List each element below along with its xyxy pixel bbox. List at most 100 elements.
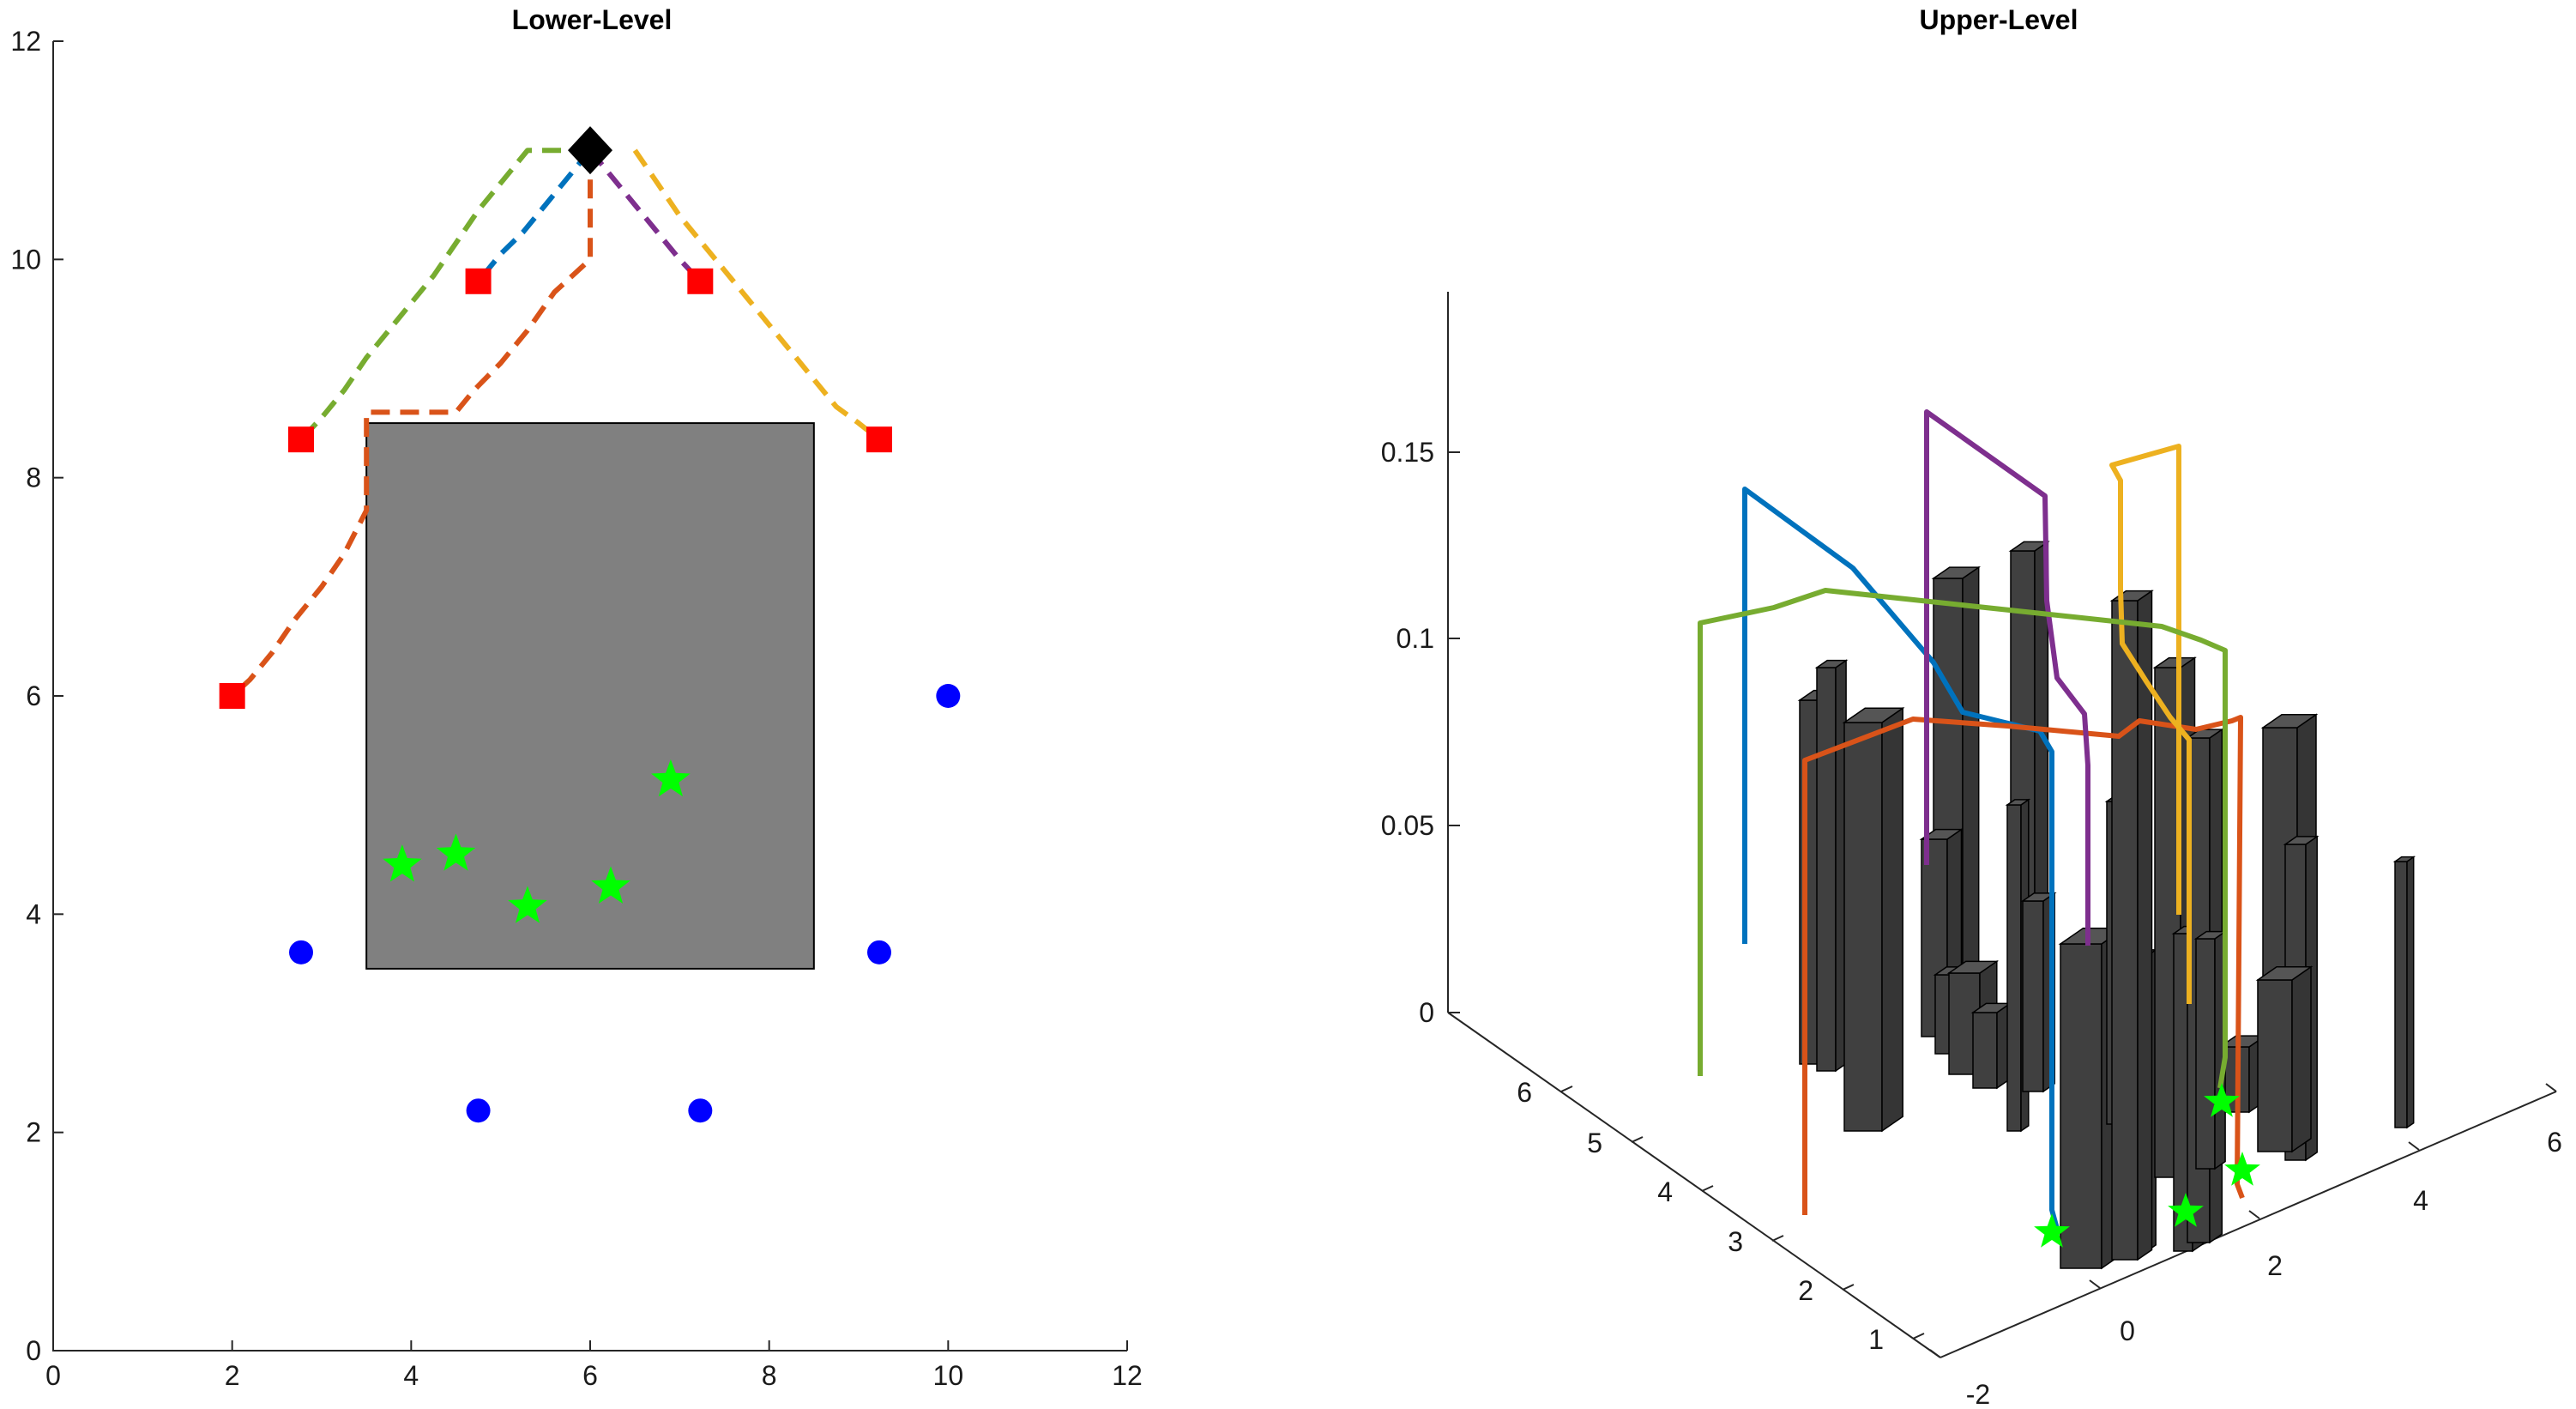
node-circle [466, 1098, 491, 1123]
bar-top-face [2005, 799, 2031, 806]
lower-axes [52, 41, 1127, 1352]
target-star [2168, 1193, 2204, 1227]
target-star [436, 833, 476, 871]
node-circle [688, 1098, 713, 1123]
waypoint-square [866, 426, 892, 453]
depth-axis [1447, 1012, 1941, 1358]
waypoint-square [687, 268, 714, 294]
x-tick-label: 6 [582, 1360, 598, 1391]
depth-tick-mark [1701, 1185, 1714, 1192]
width-tick-label: 6 [2547, 1127, 2562, 1158]
bar-top-face [1946, 960, 2000, 974]
lower-level-panel: Lower-Level 0 2 4 6 8 10 12 0 2 4 6 8 10 12 [10, 4, 1142, 1391]
building-bar [2255, 965, 2314, 1153]
bar-front-face [2195, 938, 2216, 1170]
depth-tick-mark [1560, 1085, 1573, 1092]
y-tick-label: 0 [26, 1335, 41, 1366]
building-bar [2392, 856, 2416, 1129]
depth-tick-label: 2 [1798, 1275, 1813, 1306]
x-tick-label: 8 [762, 1360, 777, 1391]
bar-side-face [1962, 565, 1980, 1031]
bar-side-face [2137, 590, 2153, 1261]
z-tick-label: 0.05 [1381, 810, 1434, 841]
building-bar [1970, 1001, 2012, 1090]
depth-tick-label: 3 [1728, 1226, 1743, 1257]
waypoint-square [288, 426, 315, 453]
upper-level-panel: Upper-Level 0 0.05 0.1 0.15 1 2 3 4 5 6 -2 0 2 4 6 [1381, 4, 2562, 1409]
obstacle-block [365, 422, 815, 970]
bar-front-face [2111, 600, 2139, 1261]
width-tick-label: -2 [1966, 1379, 1990, 1409]
uav-path [476, 148, 593, 283]
width-tick-mark [1929, 1349, 1941, 1358]
upper-bars [1797, 540, 2416, 1270]
depth-tick-label: 5 [1587, 1128, 1602, 1158]
uav-path [230, 150, 593, 698]
depth-tick-label: 1 [1868, 1324, 1884, 1355]
node-circle [289, 940, 314, 965]
depth-tick-label: 6 [1517, 1077, 1532, 1108]
bar-top-face [2255, 966, 2314, 981]
target-star [2204, 1083, 2240, 1117]
node-circle [866, 940, 891, 965]
width-tick-mark [2248, 1210, 2260, 1219]
y-tick-label: 2 [26, 1117, 41, 1148]
target-star [651, 759, 691, 797]
depth-tick-mark [1842, 1284, 1855, 1291]
x-tick-label: 2 [225, 1360, 240, 1391]
target-star [383, 844, 422, 882]
waypoint-square [219, 683, 245, 709]
y-tick-label: 8 [26, 463, 41, 493]
trajectory-line [1802, 715, 2245, 1215]
z-tick-label: 0.15 [1381, 437, 1434, 468]
node-circle [936, 684, 961, 708]
width-tick-label: 0 [2120, 1315, 2135, 1346]
building-bar [1842, 706, 1905, 1133]
bar-front-face [1972, 1012, 1998, 1089]
building-bar [2109, 590, 2154, 1261]
bar-top-face [1814, 659, 1849, 668]
target-star [2224, 1152, 2260, 1186]
lower-y-ticks: 0 2 4 6 8 10 12 [10, 26, 63, 1366]
bar-top-face [1919, 828, 1964, 840]
width-tick-label: 2 [2267, 1250, 2283, 1281]
building-bar [2193, 930, 2228, 1170]
lower-level-title: Lower-Level [512, 4, 673, 35]
uav-path [632, 148, 881, 442]
bar-front-face [2006, 804, 2022, 1132]
width-axis [1940, 1091, 2557, 1358]
uav-path [299, 148, 590, 442]
upper-axes: 0 0.05 0.1 0.15 1 2 3 4 5 6 -2 0 2 4 6 [1381, 292, 2562, 1409]
trajectory-line [1698, 588, 2228, 1089]
bar-top-face [1842, 707, 1905, 723]
y-tick-label: 12 [10, 26, 41, 57]
x-tick-label: 10 [933, 1360, 964, 1391]
bar-front-face [2394, 861, 2408, 1128]
bar-top-face [2152, 656, 2197, 668]
bar-front-face [2022, 900, 2044, 1092]
bar-side-face [2291, 965, 2312, 1153]
bar-front-face [2060, 943, 2102, 1269]
trajectory-line [1924, 409, 2090, 946]
lower-x-ticks: 0 2 4 6 8 10 12 [45, 1340, 1143, 1391]
bar-top-face [2260, 714, 2319, 729]
lower-paths [230, 148, 881, 698]
width-tick-mark [2545, 1083, 2557, 1092]
y-tick-label: 10 [10, 244, 41, 275]
width-tick-mark [2408, 1141, 2420, 1151]
target-star [2034, 1213, 2070, 1248]
bar-top-face [2283, 836, 2320, 845]
upper-level-title: Upper-Level [1920, 4, 2078, 35]
trajectory-line [1742, 487, 2060, 1230]
bar-front-face [1816, 667, 1837, 1072]
depth-tick-mark [1771, 1235, 1784, 1242]
waypoint-square [465, 268, 492, 294]
depth-tick-mark [1631, 1136, 1644, 1143]
depot-diamond [568, 126, 612, 175]
bar-front-face [2257, 979, 2293, 1152]
bar-side-face [2406, 856, 2415, 1129]
x-tick-label: 12 [1112, 1360, 1143, 1391]
upper-lines [1698, 409, 2245, 1230]
y-tick-label: 4 [26, 898, 41, 929]
